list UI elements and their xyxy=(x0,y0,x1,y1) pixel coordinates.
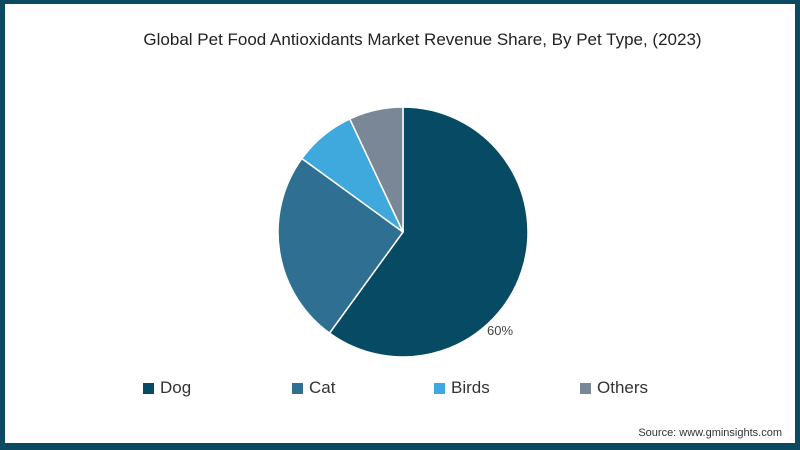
legend-label: Dog xyxy=(160,378,192,397)
legend-item-birds: Birds xyxy=(434,378,490,398)
birds-swatch-icon xyxy=(434,382,445,394)
legend: Dog Cat Birds Others xyxy=(0,378,800,400)
legend-item-dog: Dog xyxy=(143,378,191,398)
pie-slice-cat xyxy=(277,157,405,335)
legend-item-cat: Cat xyxy=(292,378,335,398)
dog-swatch-icon xyxy=(143,382,154,394)
dog-data-label: 60% xyxy=(487,323,513,338)
pie-slice-dog xyxy=(328,106,529,358)
pie-slice-others xyxy=(348,106,404,233)
source-note: Source: www.gminsights.com xyxy=(638,427,782,439)
others-swatch-icon xyxy=(580,382,591,394)
legend-item-others: Others xyxy=(580,378,648,398)
legend-label: Cat xyxy=(309,378,336,397)
legend-label: Birds xyxy=(451,378,490,397)
legend-label: Others xyxy=(597,378,649,397)
chart-title: Global Pet Food Antioxidants Market Reve… xyxy=(143,30,702,49)
cat-swatch-icon xyxy=(292,382,303,394)
